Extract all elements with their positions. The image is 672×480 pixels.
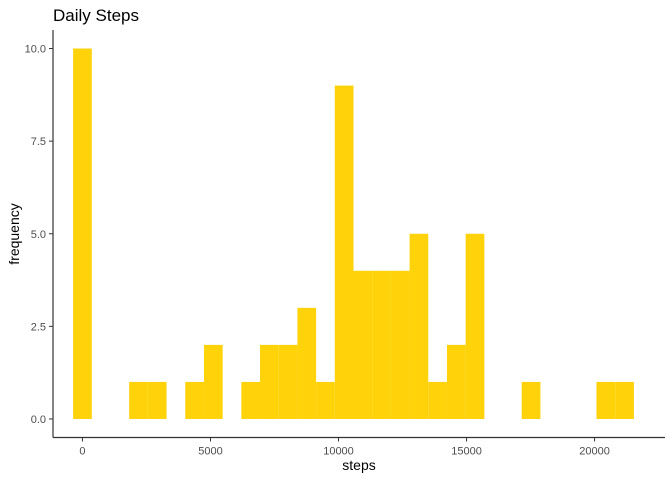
histogram-bar-13 [390, 270, 410, 419]
y-tick-label-4: 10.0 [25, 44, 46, 56]
histogram-bar-15 [428, 381, 447, 419]
histogram-bar-3 [185, 381, 204, 419]
histogram-bar-0 [73, 48, 92, 419]
histogram-bar-19 [596, 381, 616, 419]
bar-group [73, 48, 634, 419]
y-tick-label-2: 5.0 [31, 229, 46, 241]
y-axis-ticks: 0.0 2.5 5.0 7.5 10.0 [25, 44, 53, 426]
histogram-bar-18 [521, 381, 541, 419]
y-tick-label-1: 2.5 [31, 321, 46, 333]
x-tick-label-1: 5000 [198, 446, 222, 458]
histogram-bar-20 [615, 381, 634, 419]
histogram-bar-9 [316, 381, 335, 419]
histogram-bar-4 [203, 344, 223, 419]
histogram-bar-2 [147, 381, 167, 419]
histogram-bar-17 [465, 233, 485, 419]
histogram-bar-11 [353, 270, 373, 419]
chart-title: Daily Steps [53, 6, 139, 25]
x-tick-label-4: 20000 [579, 446, 610, 458]
histogram-bar-16 [446, 344, 466, 419]
y-tick-label-3: 7.5 [31, 136, 46, 148]
histogram-bar-7 [278, 344, 298, 419]
histogram-bar-10 [334, 85, 354, 419]
x-tick-label-0: 0 [79, 446, 85, 458]
histogram-bar-5 [241, 381, 261, 419]
histogram-bar-1 [129, 381, 148, 419]
y-tick-label-0: 0.0 [31, 414, 46, 426]
y-axis-title: frequency [6, 203, 22, 264]
x-axis-ticks: 0 5000 10000 15000 20000 [79, 437, 610, 458]
x-tick-label-2: 10000 [323, 446, 354, 458]
histogram-bar-8 [297, 307, 317, 419]
x-tick-label-3: 15000 [451, 446, 482, 458]
histogram-bar-12 [372, 270, 391, 419]
histogram-bar-6 [260, 344, 279, 419]
histogram-bar-14 [409, 233, 429, 419]
x-axis-title: steps [342, 457, 375, 473]
